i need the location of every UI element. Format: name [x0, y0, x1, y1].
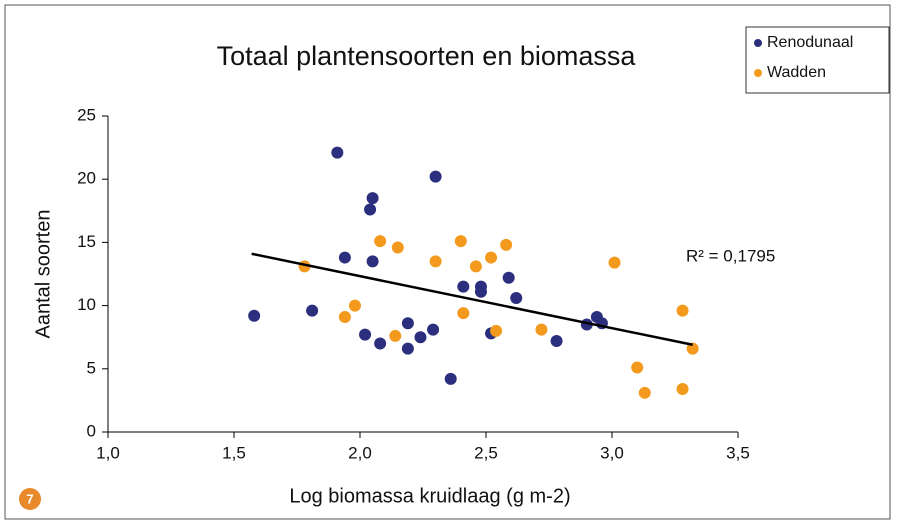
point — [454, 235, 467, 248]
frame — [4, 4, 891, 520]
point — [338, 310, 351, 323]
point — [427, 323, 440, 336]
point — [374, 235, 387, 248]
point — [676, 383, 689, 396]
point — [366, 255, 379, 268]
point — [510, 292, 523, 305]
point — [444, 372, 457, 385]
annotation: R² = 0,1795 — [686, 246, 775, 265]
point — [457, 280, 470, 293]
y-tick-label: 15 — [77, 232, 96, 251]
y-tick-label: 25 — [77, 105, 96, 124]
x-tick-label: 1,5 — [222, 443, 246, 462]
chart-title: Totaal plantensoorten en biomassa — [217, 41, 637, 71]
point — [331, 146, 344, 159]
point — [500, 238, 513, 251]
y-tick-label: 20 — [77, 169, 96, 188]
y-tick-label: 10 — [77, 295, 96, 314]
point — [457, 307, 470, 320]
point — [374, 337, 387, 350]
x-tick-label: 3,5 — [726, 443, 750, 462]
point — [366, 192, 379, 205]
point — [474, 285, 487, 298]
trend-line — [251, 252, 693, 347]
point — [676, 304, 689, 317]
x-tick-label: 1,0 — [96, 443, 120, 462]
point — [248, 309, 261, 322]
point — [306, 304, 319, 317]
point — [429, 255, 442, 268]
point — [364, 203, 377, 216]
x-tick-label: 3,0 — [600, 443, 624, 462]
legend-marker — [754, 39, 762, 47]
point — [686, 342, 699, 355]
point — [359, 328, 372, 341]
point — [631, 361, 644, 374]
point — [638, 386, 651, 399]
point — [414, 331, 427, 344]
legend-label: Renodunaal — [767, 34, 853, 51]
legend-marker — [754, 69, 762, 77]
badge: 7 — [26, 491, 33, 506]
legend-label: Wadden — [767, 64, 826, 81]
badge-circle — [19, 488, 41, 510]
legend-box — [745, 26, 890, 94]
point — [401, 317, 414, 330]
point — [469, 260, 482, 273]
x-tick-label: 2,0 — [348, 443, 372, 462]
point — [348, 299, 361, 312]
point — [401, 342, 414, 355]
point — [550, 334, 563, 347]
y-axis-label: Aantal soorten — [32, 210, 54, 339]
point — [429, 170, 442, 183]
point — [391, 241, 404, 254]
x-axis-label: Log biomassa kruidlaag (g m-2) — [289, 485, 570, 507]
y-tick-label: 0 — [87, 421, 96, 440]
point — [608, 256, 621, 269]
point — [389, 329, 402, 342]
point — [535, 323, 548, 336]
x-tick-label: 2,5 — [474, 443, 498, 462]
point — [490, 324, 503, 337]
y-tick-label: 5 — [87, 358, 96, 377]
point — [485, 251, 498, 264]
point — [502, 271, 515, 284]
point — [338, 251, 351, 264]
